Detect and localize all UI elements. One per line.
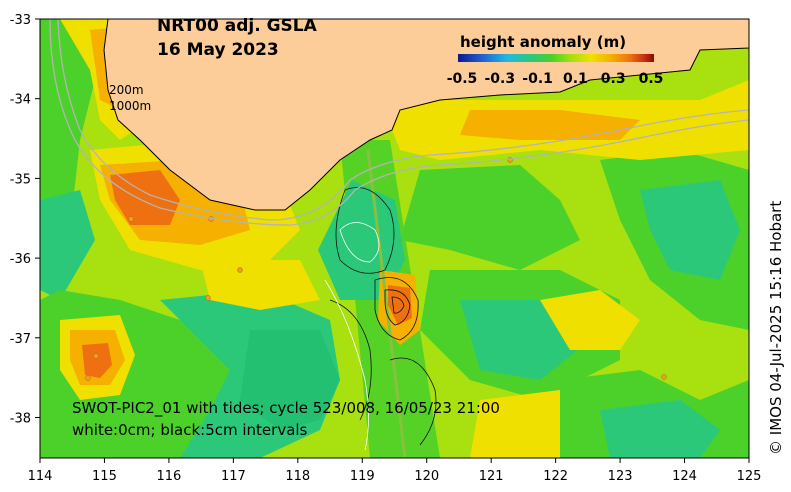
- y-tick-label: -34: [10, 93, 31, 108]
- isobath-1000m-label: 1000m: [109, 99, 151, 113]
- colorbar-tick-label: -0.5: [447, 71, 478, 87]
- x-tick-label: 122: [543, 469, 568, 484]
- swot-note-line1: SWOT-PIC2_01 with tides; cycle 523/008, …: [72, 399, 500, 418]
- isobath-200m-label: 200m: [109, 83, 144, 97]
- colorbar: height anomaly (m) -0.5 -0.3 -0.1 0.1 0.3 0.5: [447, 33, 664, 87]
- swot-note-line2: white:0cm; black:5cm intervals: [72, 421, 308, 439]
- y-tick-label: -35: [10, 172, 31, 187]
- x-tick-label: 123: [608, 469, 633, 484]
- x-tick-label: 121: [479, 469, 504, 484]
- colorbar-tick-label: 0.1: [563, 71, 588, 87]
- x-tick-label: 119: [350, 469, 375, 484]
- map-title: NRT00 adj. GSLA: [157, 16, 318, 36]
- x-tick-label: 118: [285, 469, 310, 484]
- colorbar-tick-label: -0.3: [484, 71, 515, 87]
- y-tick-label: -38: [10, 412, 31, 427]
- x-tick-label: 116: [156, 469, 181, 484]
- x-tick-label: 125: [737, 469, 762, 484]
- x-tick-label: 115: [92, 469, 117, 484]
- x-tick-label: 117: [221, 469, 246, 484]
- colorbar-gradient: [458, 54, 654, 62]
- credit-text: © IMOS 04-Jul-2025 15:16 Hobart: [767, 201, 785, 455]
- colorbar-tick-label: 0.5: [639, 71, 664, 87]
- x-tick-label: 120: [414, 469, 439, 484]
- y-tick-label: -36: [10, 252, 31, 267]
- colorbar-ticks: -0.5 -0.3 -0.1 0.1 0.3 0.5: [447, 71, 664, 87]
- isobath-lines: [49, 19, 749, 226]
- y-tick-label: -37: [10, 332, 31, 347]
- x-tick-label: 114: [28, 469, 53, 484]
- x-tick-label: 124: [672, 469, 697, 484]
- colorbar-title: height anomaly (m): [460, 33, 626, 51]
- colorbar-tick-label: 0.3: [601, 71, 626, 87]
- plot-frame: [39, 18, 750, 459]
- x-axis: 114 115 116 117 118 119 120 121 122 123 124 125: [28, 458, 762, 484]
- y-tick-label: -33: [10, 13, 31, 28]
- colorbar-tick-label: -0.1: [522, 71, 553, 87]
- y-axis: -33 -34 -35 -36 -37 -38: [10, 13, 40, 427]
- land-mass: [103, 19, 749, 211]
- map-date: 16 May 2023: [157, 40, 279, 60]
